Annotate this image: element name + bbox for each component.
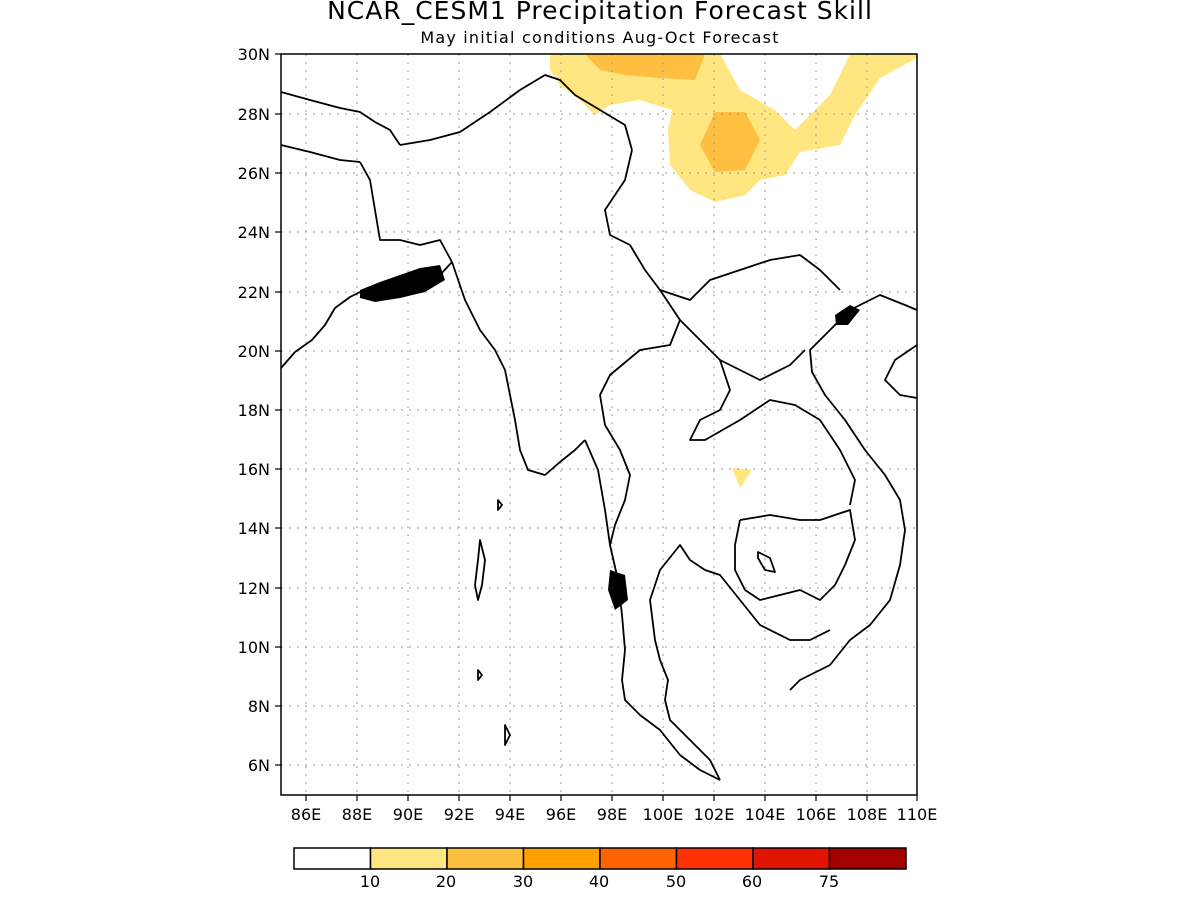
- lon-label: 94E: [495, 805, 525, 824]
- lon-label: 106E: [796, 805, 837, 824]
- lat-label: 18N: [238, 401, 270, 420]
- colorbar-label: 75: [819, 872, 839, 891]
- map-subtitle: May initial conditions Aug-Oct Forecast: [420, 28, 780, 47]
- colorbar-label: 40: [589, 872, 609, 891]
- map-frame: [280, 53, 918, 796]
- lon-label: 100E: [643, 805, 684, 824]
- lat-label: 14N: [238, 519, 270, 538]
- skill-shading: [550, 54, 917, 488]
- colorbar-box: [675, 847, 754, 870]
- colorbar-labels: 10 20 30 40 50 60 75: [360, 872, 839, 891]
- lat-label: 24N: [238, 223, 270, 242]
- lat-label: 20N: [238, 342, 270, 361]
- lon-label: 86E: [291, 805, 321, 824]
- lat-label: 22N: [238, 283, 270, 302]
- colorbar-label: 30: [513, 872, 533, 891]
- colorbar-box: [446, 847, 525, 870]
- lat-label: 30N: [238, 45, 270, 64]
- map-title: NCAR_CESM1 Precipitation Forecast Skill: [327, 0, 873, 25]
- longitude-labels: 86E 88E 90E 92E 94E 96E 98E 100E 102E 10…: [291, 805, 938, 824]
- colorbar-box: [599, 847, 678, 870]
- lon-label: 102E: [694, 805, 735, 824]
- tick-marks: [275, 53, 918, 801]
- skill-region-north-orange-a: [585, 54, 705, 80]
- lon-label: 92E: [444, 805, 474, 824]
- lon-label: 90E: [393, 805, 423, 824]
- colorbar: 10 20 30 40 50 60 75: [293, 847, 907, 891]
- lon-label: 88E: [342, 805, 372, 824]
- lat-label: 16N: [238, 460, 270, 479]
- skill-region-north-orange-b: [700, 112, 760, 172]
- colorbar-box: [522, 847, 601, 870]
- colorbar-label: 50: [666, 872, 686, 891]
- gridlines: [281, 54, 917, 795]
- lon-label: 108E: [847, 805, 888, 824]
- lat-label: 12N: [238, 579, 270, 598]
- colorbar-box: [293, 847, 372, 870]
- lat-label: 28N: [238, 105, 270, 124]
- lat-label: 8N: [248, 697, 270, 716]
- lon-label: 96E: [546, 805, 576, 824]
- lon-label: 104E: [745, 805, 786, 824]
- lon-label: 110E: [897, 805, 938, 824]
- lat-label: 6N: [248, 756, 270, 775]
- lat-label: 10N: [238, 638, 270, 657]
- lon-label: 98E: [597, 805, 627, 824]
- colorbar-label: 60: [742, 872, 762, 891]
- lat-label: 26N: [238, 164, 270, 183]
- sundarbans-delta: [360, 265, 860, 610]
- colorbar-box: [828, 847, 907, 870]
- colorbar-label: 10: [360, 872, 380, 891]
- colorbar-label: 20: [436, 872, 456, 891]
- skill-region-south-light: [732, 468, 752, 488]
- colorbar-box: [752, 847, 831, 870]
- colorbar-boxes: [293, 847, 907, 870]
- coastlines-borders: [280, 74, 918, 781]
- latitude-labels: 30N 28N 26N 24N 22N 20N 18N 16N 14N 12N …: [238, 45, 270, 775]
- colorbar-box: [369, 847, 448, 870]
